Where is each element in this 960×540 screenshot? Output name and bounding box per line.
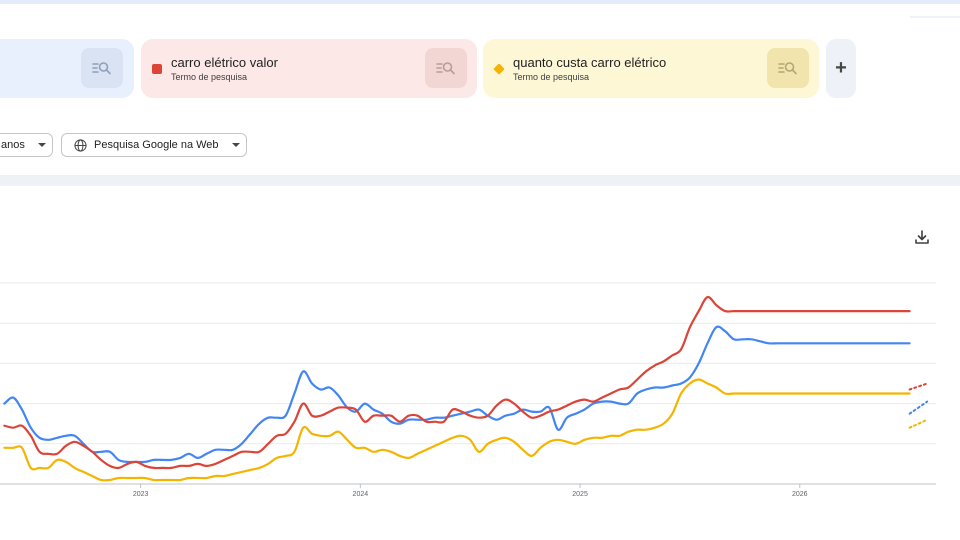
term-card-2[interactable]: carro elétrico valor Termo de pesquisa	[141, 39, 477, 98]
top-accent-bar	[0, 0, 960, 4]
series-forecast-1	[908, 400, 929, 415]
series-forecast-3	[908, 418, 929, 429]
x-tick-label: 2025	[572, 491, 588, 498]
series-line-3	[3, 378, 911, 482]
period-filter-label: anos	[1, 139, 25, 151]
globe-icon	[74, 138, 87, 152]
x-tick-label: 2024	[353, 491, 369, 498]
term-3-search-button[interactable]	[767, 48, 809, 88]
term-2-search-button[interactable]	[425, 48, 467, 88]
chevron-down-icon	[37, 143, 46, 147]
x-tick-label: 2026	[792, 491, 808, 498]
download-icon[interactable]	[913, 228, 931, 246]
series-line-1	[3, 325, 911, 464]
search-list-icon	[778, 62, 797, 75]
chevron-down-icon	[231, 143, 240, 147]
term-3-label: quanto custa carro elétrico	[513, 55, 667, 70]
x-tick-label: 2023	[133, 491, 149, 498]
period-filter[interactable]: anos	[0, 133, 53, 157]
square-marker-icon	[152, 64, 162, 74]
term-card-1[interactable]	[0, 39, 134, 98]
source-filter-label: Pesquisa Google na Web	[94, 139, 219, 151]
diamond-marker-icon	[493, 63, 505, 75]
series-line-2	[3, 295, 911, 470]
top-divider	[910, 16, 960, 18]
source-filter[interactable]: Pesquisa Google na Web	[61, 133, 247, 157]
add-term-button[interactable]: +	[826, 39, 856, 98]
term-2-kind: Termo de pesquisa	[171, 72, 248, 82]
section-divider	[0, 175, 960, 186]
term-3-kind: Termo de pesquisa	[513, 72, 590, 82]
series-forecast-2	[908, 382, 929, 391]
term-card-3[interactable]: quanto custa carro elétrico Termo de pes…	[483, 39, 819, 98]
trend-chart: 2023 2024 2025 2026	[0, 282, 936, 498]
search-list-icon	[92, 62, 111, 75]
add-icon: +	[835, 57, 847, 79]
search-list-icon	[436, 62, 455, 75]
term-1-search-button[interactable]	[81, 48, 123, 88]
term-2-label: carro elétrico valor	[171, 55, 278, 70]
